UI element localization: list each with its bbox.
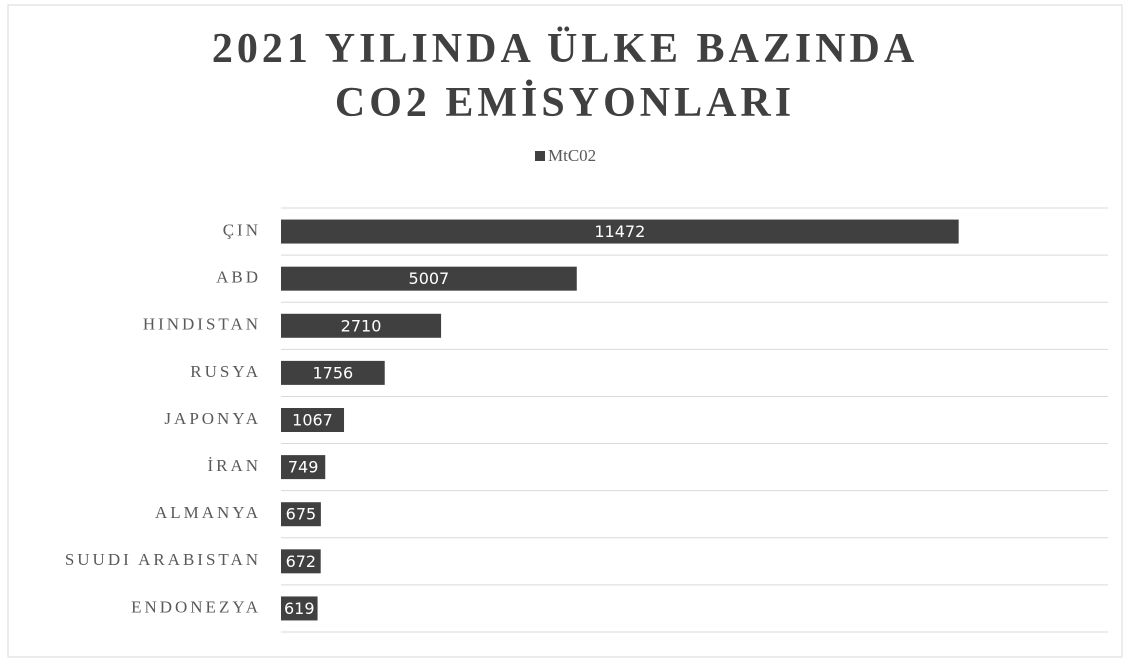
y-tick-label: ABD	[216, 268, 261, 287]
data-label: 1756	[313, 363, 354, 382]
y-tick-label: İRAN	[207, 456, 261, 475]
y-tick-label: ENDONEZYA	[131, 597, 261, 616]
data-label: 672	[286, 552, 317, 571]
bar	[281, 596, 318, 621]
data-label: 1067	[292, 411, 333, 430]
legend-label: MtC02	[548, 146, 596, 165]
chart-border	[7, 4, 1123, 658]
bar	[281, 502, 321, 527]
legend-swatch	[535, 151, 545, 161]
y-tick-label: RUSYA	[190, 362, 261, 381]
data-label: 5007	[409, 269, 450, 288]
chart-title: 2021 YILINDA ÜLKE BAZINDA CO2 EMİSYONLAR…	[211, 26, 919, 126]
y-tick-label: HINDISTAN	[143, 315, 261, 334]
bar	[281, 313, 442, 338]
bar	[281, 266, 577, 291]
y-tick-label: JAPONYA	[164, 409, 261, 428]
y-tick-label: ALMANYA	[155, 503, 261, 522]
bar	[281, 219, 959, 244]
y-tick-label: SUUDI ARABISTAN	[65, 550, 261, 569]
bar	[281, 455, 326, 480]
data-label: 2710	[341, 316, 382, 335]
data-label: 619	[284, 599, 315, 618]
bar	[281, 360, 385, 385]
bar	[281, 549, 321, 574]
y-tick-label: ÇIN	[223, 220, 261, 239]
bar	[281, 408, 345, 432]
data-label: 11472	[594, 222, 645, 241]
data-label: 749	[288, 458, 319, 477]
data-label: 675	[286, 505, 317, 524]
